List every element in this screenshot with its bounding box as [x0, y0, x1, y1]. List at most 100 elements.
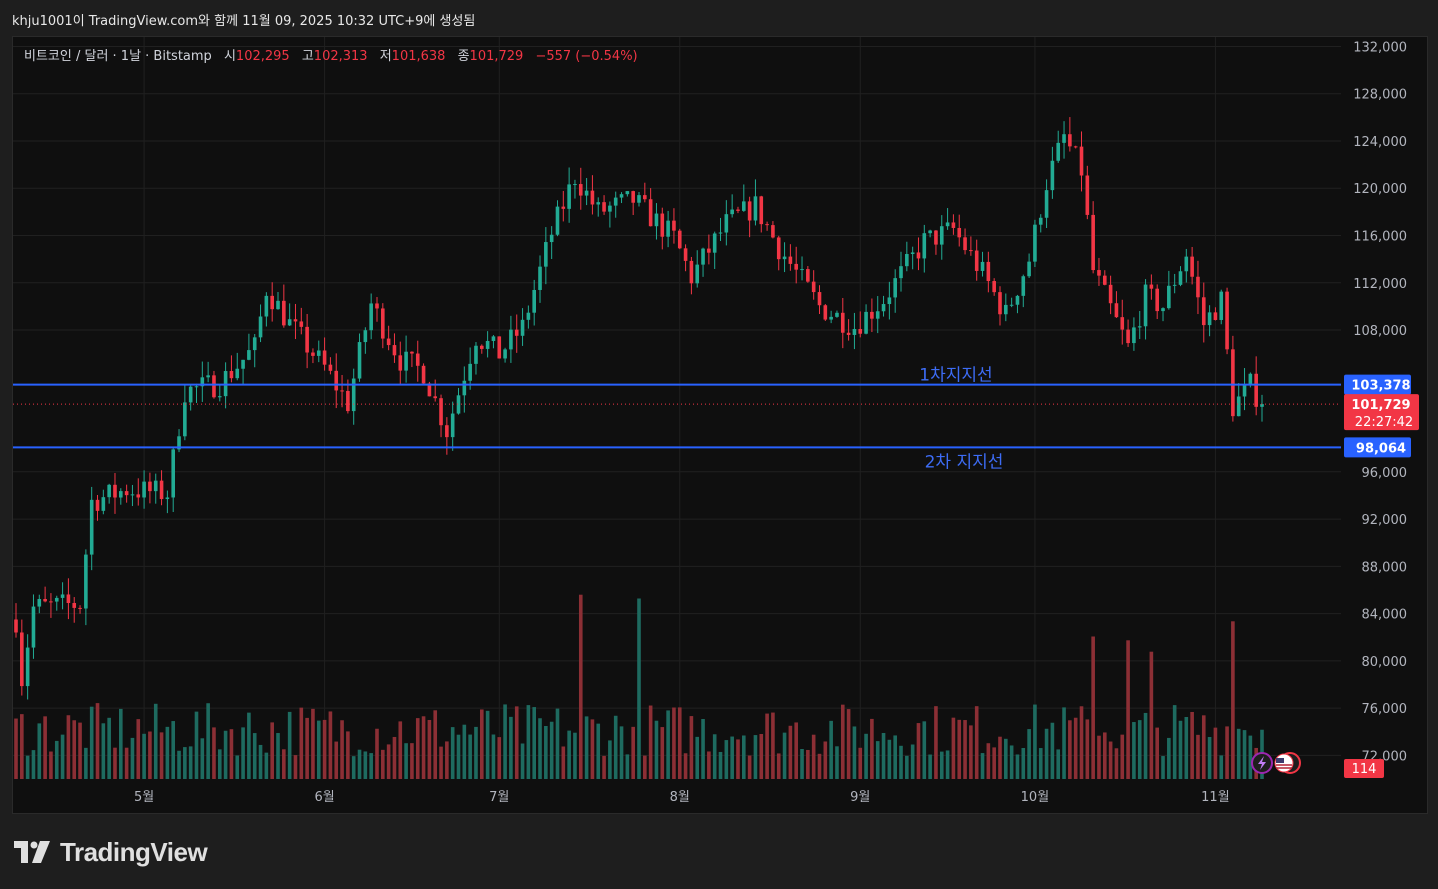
volume-bar [567, 730, 571, 779]
chart-frame [12, 36, 1428, 814]
open-label: 시 [223, 49, 236, 64]
volume-bar [578, 594, 583, 779]
volume-bar [811, 734, 816, 779]
volume-bar [415, 718, 420, 779]
candle-body [369, 303, 373, 331]
candle-body [1219, 291, 1224, 320]
x-tick-label: 6월 [314, 790, 334, 805]
volume-bar [1097, 735, 1101, 779]
x-tick-label: 5월 [134, 790, 154, 805]
volume-bar [794, 722, 799, 779]
candle-body [357, 342, 362, 379]
candle-body [794, 263, 799, 270]
volume-bar [1038, 748, 1043, 779]
volume-bar [858, 747, 863, 779]
brand-name: TradingView [60, 836, 208, 867]
candle-body [608, 205, 612, 212]
volume-bar [730, 736, 734, 779]
candle-body [963, 237, 967, 251]
x-tick-label: 7월 [489, 790, 509, 805]
volume-bar [870, 718, 874, 779]
volume-bar [613, 715, 618, 779]
volume-bar [148, 731, 152, 779]
volume-bar [485, 710, 490, 779]
candle-body [1161, 308, 1165, 312]
candle-body [840, 312, 845, 333]
candle-body [1062, 134, 1066, 143]
candle-body [165, 497, 170, 500]
volume-tag [1344, 759, 1384, 778]
candle-body [124, 491, 129, 496]
candle-body [613, 197, 618, 206]
volume-bar [95, 703, 100, 779]
candle-body [1196, 276, 1200, 298]
volume-bar [363, 751, 368, 779]
y-tick-label: 128,000 [1353, 88, 1407, 103]
candle-body [1004, 304, 1008, 315]
volume-bar [316, 720, 321, 779]
volume-bar [235, 755, 240, 779]
candle-body [998, 292, 1002, 315]
volume-bar [741, 735, 746, 779]
candle-body [759, 196, 764, 225]
candle-body [905, 253, 909, 267]
volume-bar [340, 720, 344, 779]
events-icon[interactable] [1251, 752, 1301, 774]
candle-body [1225, 291, 1229, 350]
volume-bar [1149, 651, 1154, 779]
x-tick-label: 10월 [1021, 790, 1050, 805]
time-axis[interactable]: 5월 6월 7월 8월 9월 10월 11월 [134, 790, 1230, 805]
volume-bar [410, 743, 414, 779]
volume-bar [840, 704, 845, 779]
volume-bar [194, 711, 199, 779]
candle-body [415, 353, 420, 366]
volume-bar [625, 754, 630, 779]
volume-bar [89, 706, 94, 779]
volume-bar [14, 718, 18, 779]
candle-body [235, 368, 240, 379]
candle-body [771, 225, 775, 238]
volume-bar [392, 736, 397, 779]
high-value: 102,313 [313, 49, 368, 64]
volume-bar [584, 716, 589, 779]
volume-bar [37, 723, 42, 779]
volume-bar [747, 755, 752, 779]
candle-body [648, 199, 653, 227]
volume-bar [695, 736, 700, 779]
candle-body [503, 349, 507, 359]
volume-bar [1167, 737, 1171, 779]
candle-body [643, 195, 647, 200]
volume-bar [1050, 722, 1055, 779]
candle-body [223, 371, 228, 397]
candle-body [817, 292, 822, 306]
y-tick-label: 112,000 [1353, 277, 1407, 292]
candle-body [846, 332, 851, 335]
candle-body [1260, 404, 1264, 407]
candle-body [217, 396, 222, 398]
volume-bar [1120, 734, 1125, 779]
support-line-label: 1차지지선 [919, 366, 992, 386]
volume-bar [637, 598, 641, 779]
candle-body [439, 398, 443, 426]
volume-bar [491, 734, 496, 779]
candle-body [334, 370, 339, 391]
support-lines[interactable]: 1차지지선 2차 지지선 [13, 366, 1341, 473]
candle-body [741, 201, 746, 211]
candle-body [398, 355, 403, 371]
candle-body [538, 266, 542, 290]
symbol-name[interactable]: 비트코인 / 달러 · 1날 · Bitstamp [24, 49, 212, 64]
volume-bar [555, 708, 560, 779]
volume-bar [707, 751, 711, 779]
volume-bar [142, 733, 146, 779]
candle-body [980, 261, 985, 271]
volume-bar [1219, 755, 1224, 779]
volume-bar [724, 740, 729, 779]
candle-body [718, 232, 723, 234]
tradingview-logo[interactable]: TradingView [14, 836, 208, 868]
candle-body [130, 494, 135, 496]
volume-bar [538, 718, 542, 779]
candle-body [1056, 142, 1061, 161]
snapshot-caption: khju1001이 TradingView.com와 함께 11월 09, 20… [12, 14, 476, 29]
volume-bar [305, 717, 309, 779]
